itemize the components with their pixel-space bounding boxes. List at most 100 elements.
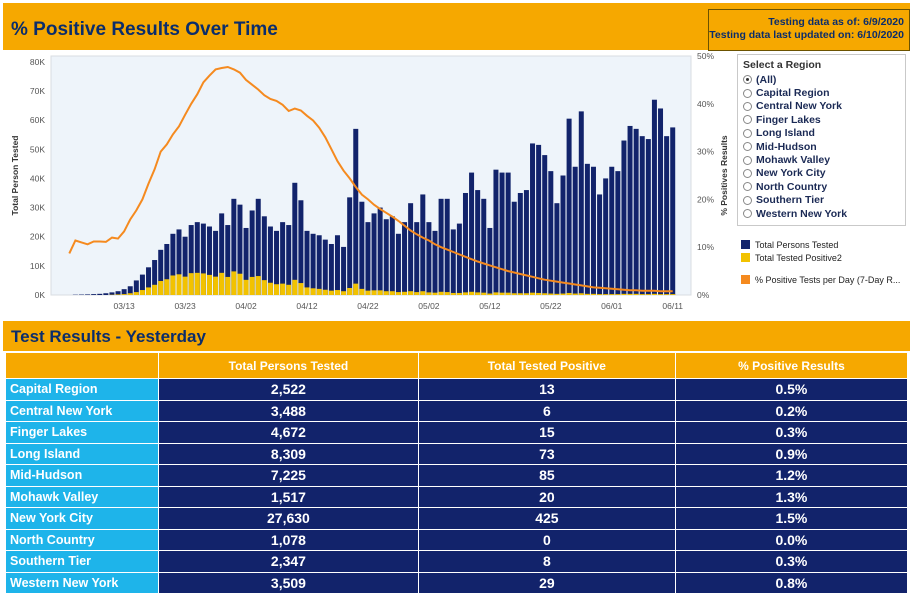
table-row: Southern Tier 2,347 8 0.3% <box>5 550 909 573</box>
bar-positive <box>261 280 267 295</box>
bar-tested <box>609 166 615 295</box>
region-option[interactable]: Mid-Hudson <box>743 140 905 153</box>
bar-tested <box>139 274 145 295</box>
region-cell: Mid-Hudson <box>5 464 159 487</box>
bar-tested <box>328 243 334 295</box>
region-option-label: Central New York <box>756 100 842 113</box>
region-option-label: Southern Tier <box>756 194 825 207</box>
bar-tested <box>426 222 432 295</box>
tested-cell: 2,347 <box>158 550 419 573</box>
positive-cell: 73 <box>417 442 676 465</box>
bar-tested <box>304 230 310 295</box>
bar-positive <box>645 294 651 295</box>
bar-tested <box>377 207 383 295</box>
region-option[interactable]: Long Island <box>743 127 905 140</box>
bar-tested <box>243 227 249 295</box>
bar-tested <box>274 230 280 295</box>
bar-tested <box>542 155 548 295</box>
positive-cell: 15 <box>417 421 676 444</box>
region-option[interactable]: Southern Tier <box>743 194 905 207</box>
region-option[interactable]: Western New York <box>743 207 905 220</box>
bar-positive <box>542 293 548 295</box>
radio-icon[interactable] <box>743 101 752 111</box>
bar-positive <box>481 292 487 295</box>
bar-tested <box>200 223 206 295</box>
legend-item-positive: Total Tested Positive2 <box>741 251 900 264</box>
bar-tested <box>590 166 596 295</box>
pct-cell: 0.9% <box>674 442 909 465</box>
positive-cell: 425 <box>417 507 676 530</box>
legend-label-pct: % Positive Tests per Day (7-Day R... <box>755 274 901 285</box>
region-option-label: Mohawk Valley <box>756 154 831 167</box>
bar-positive <box>609 294 615 295</box>
bar-tested <box>633 128 639 295</box>
y-tick-label: 10K <box>30 261 45 271</box>
radio-icon[interactable] <box>743 75 752 85</box>
bar-tested <box>298 200 304 295</box>
region-option[interactable]: Finger Lakes <box>743 113 905 126</box>
legend-swatch-positive <box>741 253 750 262</box>
radio-icon[interactable] <box>743 195 752 205</box>
bar-tested <box>548 171 554 295</box>
y2-tick-label: 50% <box>697 52 714 61</box>
results-header-row: Total Persons Tested Total Tested Positi… <box>5 352 909 379</box>
region-cell: New York City <box>5 507 159 530</box>
bar-positive <box>200 273 206 295</box>
tested-cell: 3,509 <box>158 571 419 594</box>
y-tick-label: 70K <box>30 86 45 96</box>
legend-label-tested: Total Persons Tested <box>755 239 839 250</box>
positive-cell: 0 <box>417 528 676 551</box>
table-row: Long Island 8,309 73 0.9% <box>5 442 909 465</box>
region-cell: Southern Tier <box>5 550 159 573</box>
bar-tested <box>206 226 212 295</box>
chart-legend: Total Persons Tested Total Tested Positi… <box>741 238 900 286</box>
data-dates-box: Testing data as of: 6/9/2020 Testing dat… <box>708 9 910 51</box>
bar-positive <box>334 290 340 295</box>
radio-icon[interactable] <box>743 88 752 98</box>
bar-tested <box>347 197 353 295</box>
region-option[interactable]: New York City <box>743 167 905 180</box>
bar-tested <box>664 136 670 295</box>
bar-positive <box>316 288 322 295</box>
tested-cell: 1,517 <box>158 485 419 508</box>
bar-positive <box>353 283 359 295</box>
bar-positive <box>444 292 450 295</box>
radio-icon[interactable] <box>743 115 752 125</box>
bar-tested <box>383 219 389 295</box>
region-option[interactable]: Capital Region <box>743 86 905 99</box>
radio-icon[interactable] <box>743 128 752 138</box>
bar-tested <box>511 201 517 295</box>
bar-positive <box>133 292 139 295</box>
bar-tested <box>395 233 401 295</box>
radio-icon[interactable] <box>743 182 752 192</box>
positive-cell: 85 <box>417 464 676 487</box>
region-option[interactable]: Central New York <box>743 100 905 113</box>
region-option[interactable]: North Country <box>743 180 905 193</box>
bar-positive <box>359 288 365 295</box>
bar-tested <box>359 201 365 295</box>
radio-icon[interactable] <box>743 155 752 165</box>
bar-positive <box>371 290 377 295</box>
bar-tested <box>334 235 340 295</box>
tested-cell: 27,630 <box>158 507 419 530</box>
radio-icon[interactable] <box>743 168 752 178</box>
y-axis-title: Total Person Tested <box>10 136 20 216</box>
bar-positive <box>572 293 578 295</box>
bar-positive <box>164 279 170 295</box>
radio-icon[interactable] <box>743 209 752 219</box>
bar-positive <box>597 294 603 295</box>
y2-tick-label: 40% <box>697 99 714 109</box>
radio-icon[interactable] <box>743 142 752 152</box>
bar-positive <box>267 282 273 295</box>
results-title: Test Results - Yesterday <box>11 327 206 346</box>
table-row: North Country 1,078 0 0.0% <box>5 528 909 551</box>
y-tick-label: 30K <box>30 203 45 213</box>
region-option[interactable]: (All) <box>743 73 905 86</box>
region-option[interactable]: Mohawk Valley <box>743 153 905 166</box>
x-tick-label: 04/22 <box>357 301 379 311</box>
tested-cell: 2,522 <box>158 378 419 401</box>
bar-positive <box>621 293 627 295</box>
plot-background <box>50 55 692 296</box>
y-tick-label: 60K <box>30 115 45 125</box>
bar-tested <box>365 222 371 295</box>
